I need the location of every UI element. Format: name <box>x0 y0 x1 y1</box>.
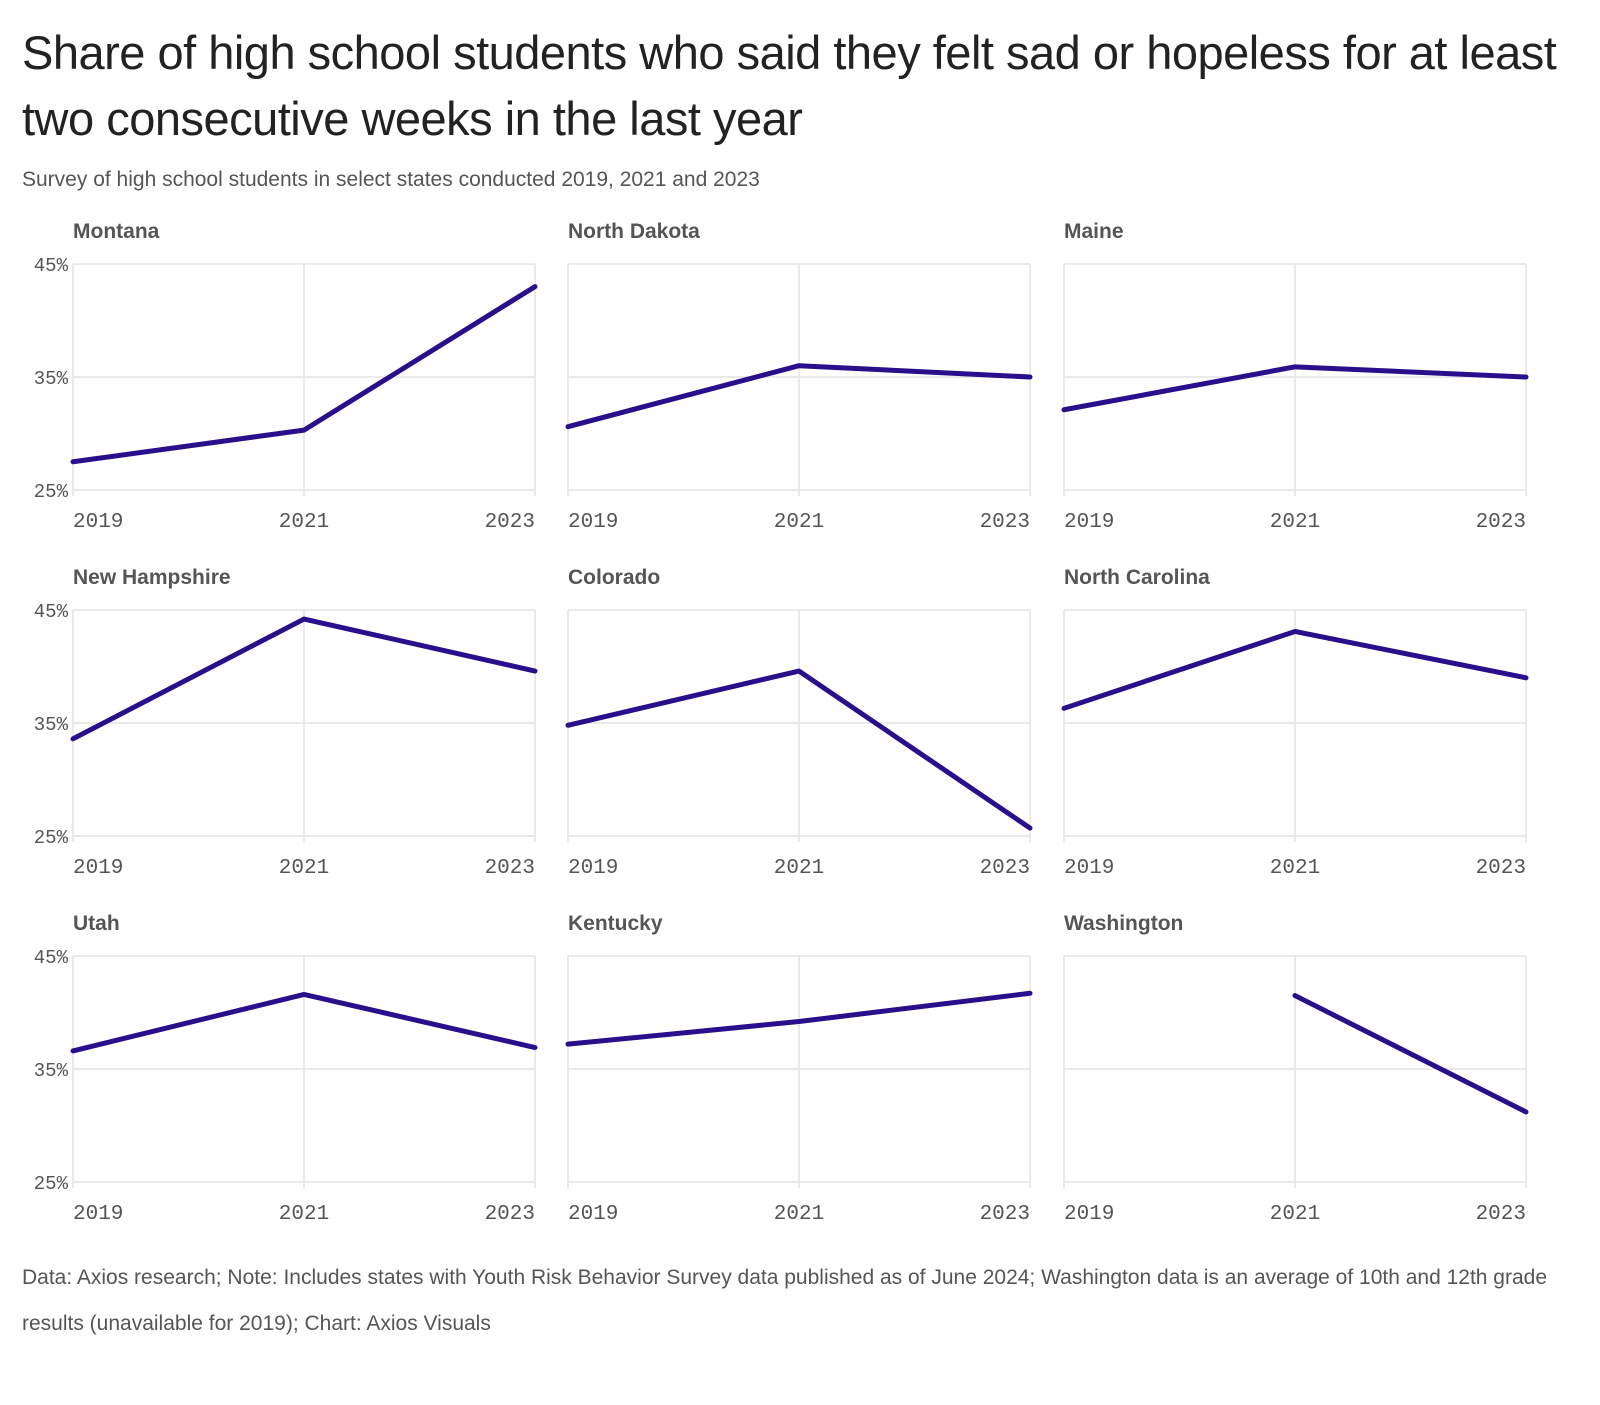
series-line <box>70 991 538 1054</box>
x-tick-label: 2019 <box>1064 511 1114 534</box>
panel-new-hampshire: New Hampshire 25% 35% 45% 2019 2021 2023 <box>34 566 538 880</box>
panel-title: Kentucky <box>568 912 663 935</box>
source-note: Data: Axios research; Note: Includes sta… <box>22 1266 1548 1335</box>
panel-utah: Utah 25% 35% 45% 2019 2021 2023 <box>34 912 538 1226</box>
panel-title: Colorado <box>568 566 660 589</box>
series-line <box>565 990 1033 1047</box>
y-tick-label: 25% <box>34 1173 69 1195</box>
x-tick-label: 2023 <box>980 857 1030 880</box>
x-tick-label: 2023 <box>485 511 535 534</box>
x-tick-label: 2023 <box>485 857 535 880</box>
y-tick-label: 35% <box>34 368 69 390</box>
series-line <box>70 284 538 465</box>
x-tick-label: 2021 <box>1270 511 1320 534</box>
x-tick-label: 2023 <box>1476 857 1526 880</box>
y-tick-label: 45% <box>34 601 69 623</box>
x-tick-label: 2021 <box>1270 857 1320 880</box>
series-line <box>1292 993 1529 1115</box>
x-tick-label: 2021 <box>774 1203 824 1226</box>
x-tick-label: 2019 <box>73 511 123 534</box>
panel-colorado: Colorado 2019 2021 2023 <box>565 566 1033 880</box>
x-tick-label: 2019 <box>73 1203 123 1226</box>
y-tick-label: 45% <box>34 255 69 277</box>
x-tick-label: 2021 <box>774 511 824 534</box>
panel-kentucky: Kentucky 2019 2021 2023 <box>565 912 1033 1226</box>
y-tick-label: 45% <box>34 947 69 969</box>
y-tick-label: 35% <box>34 1060 69 1082</box>
series-line <box>70 616 538 742</box>
x-tick-label: 2019 <box>1064 857 1114 880</box>
x-tick-label: 2019 <box>568 857 618 880</box>
chart-title: Share of high school students who said t… <box>22 26 1557 145</box>
series-line <box>1061 364 1529 413</box>
x-tick-label: 2019 <box>568 511 618 534</box>
panel-title: North Dakota <box>568 220 700 243</box>
x-tick-label: 2023 <box>485 1203 535 1226</box>
panel-title: North Carolina <box>1064 566 1210 589</box>
y-tick-label: 25% <box>34 827 69 849</box>
x-tick-label: 2021 <box>279 857 329 880</box>
panel-washington: Washington 2019 2021 2023 <box>1063 912 1529 1226</box>
x-tick-label: 2019 <box>73 857 123 880</box>
x-tick-label: 2021 <box>774 857 824 880</box>
panel-title: New Hampshire <box>73 566 231 589</box>
panel-maine: Maine 2019 2021 2023 <box>1061 220 1529 534</box>
panel-title: Montana <box>73 220 160 243</box>
y-tick-label: 35% <box>34 714 69 736</box>
panel-title: Maine <box>1064 220 1124 243</box>
panel-title: Utah <box>73 912 120 935</box>
panel-montana: Montana 25% 35% 45% 2019 2021 2023 <box>34 220 538 534</box>
x-tick-label: 2023 <box>1476 1203 1526 1226</box>
series-line <box>565 668 1033 831</box>
x-tick-label: 2021 <box>1270 1203 1320 1226</box>
panel-title: Washington <box>1064 912 1183 935</box>
series-line <box>1061 628 1529 711</box>
panel-north-dakota: North Dakota 2019 2021 2023 <box>565 220 1033 534</box>
x-tick-label: 2019 <box>1064 1203 1114 1226</box>
x-tick-label: 2021 <box>279 511 329 534</box>
series-line <box>565 363 1033 430</box>
y-tick-label: 25% <box>34 481 69 503</box>
x-tick-label: 2019 <box>568 1203 618 1226</box>
x-tick-label: 2021 <box>279 1203 329 1226</box>
chart-subtitle: Survey of high school students in select… <box>22 168 760 191</box>
panel-north-carolina: North Carolina 2019 2021 2023 <box>1061 566 1529 880</box>
x-tick-label: 2023 <box>980 1203 1030 1226</box>
x-tick-label: 2023 <box>980 511 1030 534</box>
x-tick-label: 2023 <box>1476 511 1526 534</box>
